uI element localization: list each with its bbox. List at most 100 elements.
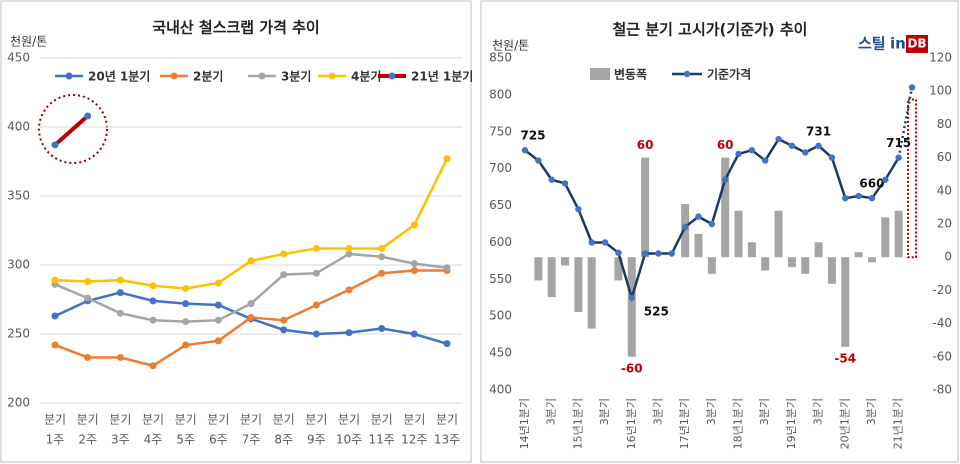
y2-tick-label: -20 bbox=[932, 283, 952, 297]
point bbox=[280, 326, 288, 334]
y-tick-label: 350 bbox=[7, 189, 30, 203]
point bbox=[575, 206, 582, 213]
x-tick-label: 분기 bbox=[240, 413, 262, 427]
legend-marker bbox=[388, 72, 396, 80]
data-label: 525 bbox=[644, 304, 669, 318]
bar bbox=[907, 98, 917, 259]
bar bbox=[561, 257, 570, 266]
x-tick-label: 15년1분기 bbox=[571, 398, 584, 449]
x-tick-label: 분기 bbox=[371, 413, 393, 427]
bar bbox=[801, 257, 810, 274]
bar bbox=[827, 257, 836, 284]
point bbox=[312, 244, 320, 252]
x-tick-label: 3분기 bbox=[758, 398, 771, 425]
point bbox=[615, 249, 622, 256]
point bbox=[443, 155, 451, 163]
point bbox=[895, 154, 902, 161]
x-tick-label: 3분기 bbox=[598, 398, 611, 425]
legend-label: 3분기 bbox=[281, 69, 311, 84]
highlight-circle bbox=[38, 94, 108, 164]
bar bbox=[614, 257, 623, 281]
series-line bbox=[54, 158, 449, 290]
point bbox=[588, 239, 595, 246]
bar bbox=[547, 257, 556, 298]
point bbox=[214, 301, 222, 309]
bar bbox=[747, 242, 756, 258]
y2-tick-label: 0 bbox=[944, 250, 952, 264]
x-tick-label: 3분기 bbox=[812, 398, 825, 425]
y2-tick-label: -40 bbox=[932, 316, 952, 330]
point bbox=[748, 147, 756, 154]
bar bbox=[681, 204, 690, 258]
point bbox=[247, 313, 255, 321]
x-tick-label: 분기 bbox=[142, 413, 164, 427]
point bbox=[668, 250, 675, 257]
x-tick-label: 분기 bbox=[44, 413, 66, 427]
point bbox=[378, 269, 386, 277]
bar bbox=[627, 257, 636, 357]
point bbox=[312, 330, 320, 338]
data-label: 660 bbox=[859, 177, 884, 191]
point bbox=[182, 300, 190, 308]
x-tick-label: 16년1분기 bbox=[625, 398, 638, 449]
chart-title: 철근 분기 고시가(기준가) 추이 bbox=[613, 21, 808, 39]
data-label: 725 bbox=[520, 129, 545, 143]
y-tick-label: 300 bbox=[7, 258, 30, 272]
x-tick-label: 20년1분기 bbox=[838, 398, 851, 449]
y2-tick-label: 100 bbox=[929, 84, 952, 98]
y-axis-label: 천원/톤 bbox=[492, 38, 529, 53]
point bbox=[280, 316, 288, 324]
point bbox=[443, 340, 451, 348]
bar bbox=[867, 257, 876, 263]
point bbox=[116, 353, 124, 361]
y2-tick-label: 80 bbox=[937, 117, 952, 131]
legend-marker bbox=[328, 72, 336, 80]
bar bbox=[841, 257, 850, 347]
point bbox=[802, 149, 809, 156]
point bbox=[116, 289, 124, 297]
point bbox=[214, 316, 222, 324]
point bbox=[51, 312, 59, 320]
point bbox=[548, 176, 555, 183]
point bbox=[116, 309, 124, 317]
x-tick-label: 8주 bbox=[274, 433, 293, 447]
x-tick-label: 분기 bbox=[436, 413, 458, 427]
bar bbox=[641, 157, 650, 258]
point bbox=[345, 286, 353, 294]
x-tick-label: 분기 bbox=[305, 413, 327, 427]
left-panel bbox=[0, 0, 472, 463]
point bbox=[149, 282, 157, 290]
bar bbox=[534, 257, 543, 281]
bar bbox=[774, 210, 783, 258]
x-tick-label: 3분기 bbox=[865, 398, 878, 425]
y-axis-label: 천원/톤 bbox=[10, 34, 47, 49]
bar bbox=[881, 217, 890, 258]
x-tick-label: 9주 bbox=[307, 433, 326, 447]
bar bbox=[854, 252, 863, 258]
legend-label: 변동폭 bbox=[614, 67, 647, 82]
y-tick-label: 600 bbox=[489, 235, 512, 249]
point bbox=[378, 253, 386, 261]
legend-marker bbox=[258, 72, 266, 80]
y-tick-label: 400 bbox=[7, 120, 30, 134]
y-tick-label: 450 bbox=[7, 51, 30, 65]
point bbox=[708, 220, 716, 228]
point bbox=[378, 244, 386, 252]
x-tick-label: 3분기 bbox=[651, 398, 664, 425]
point bbox=[149, 362, 157, 370]
point bbox=[182, 341, 190, 349]
x-tick-label: 분기 bbox=[338, 413, 360, 427]
point bbox=[51, 341, 59, 349]
x-tick-label: 7주 bbox=[242, 433, 261, 447]
bar bbox=[761, 257, 770, 271]
point bbox=[775, 135, 782, 143]
point bbox=[788, 142, 796, 149]
point bbox=[116, 276, 124, 284]
point bbox=[182, 318, 190, 326]
y-tick-label: 750 bbox=[489, 124, 512, 138]
x-tick-label: 1주 bbox=[46, 433, 65, 447]
point bbox=[443, 264, 451, 272]
logo-box bbox=[906, 35, 928, 53]
logo: in bbox=[890, 35, 906, 53]
x-tick-label: 분기 bbox=[109, 413, 131, 427]
